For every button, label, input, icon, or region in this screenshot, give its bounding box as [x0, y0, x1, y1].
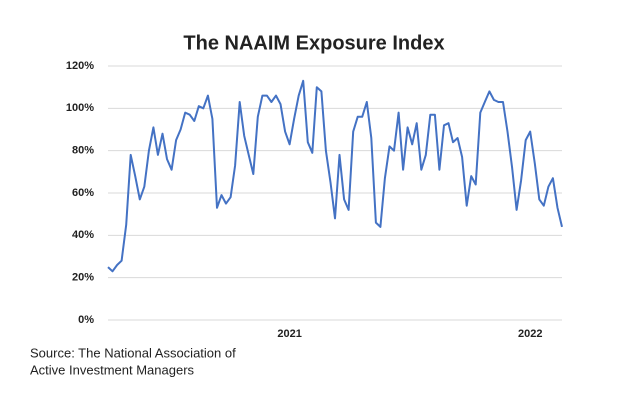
data-line	[107, 79, 563, 273]
y-tick-label: 100%	[66, 102, 94, 114]
x-tick-label: 2021	[277, 328, 301, 340]
y-tick-label: 60%	[72, 187, 94, 199]
y-tick-label: 20%	[72, 272, 94, 284]
source-note: Source: The National Association of	[30, 345, 236, 360]
chart-title: The NAAIM Exposure Index	[183, 32, 444, 54]
y-tick-label: 120%	[66, 60, 94, 72]
y-tick-label: 40%	[72, 229, 94, 241]
x-tick-label: 2022	[518, 328, 542, 340]
y-tick-label: 0%	[78, 314, 94, 326]
source-note: Active Investment Managers	[30, 362, 195, 377]
y-tick-label: 80%	[72, 145, 94, 157]
